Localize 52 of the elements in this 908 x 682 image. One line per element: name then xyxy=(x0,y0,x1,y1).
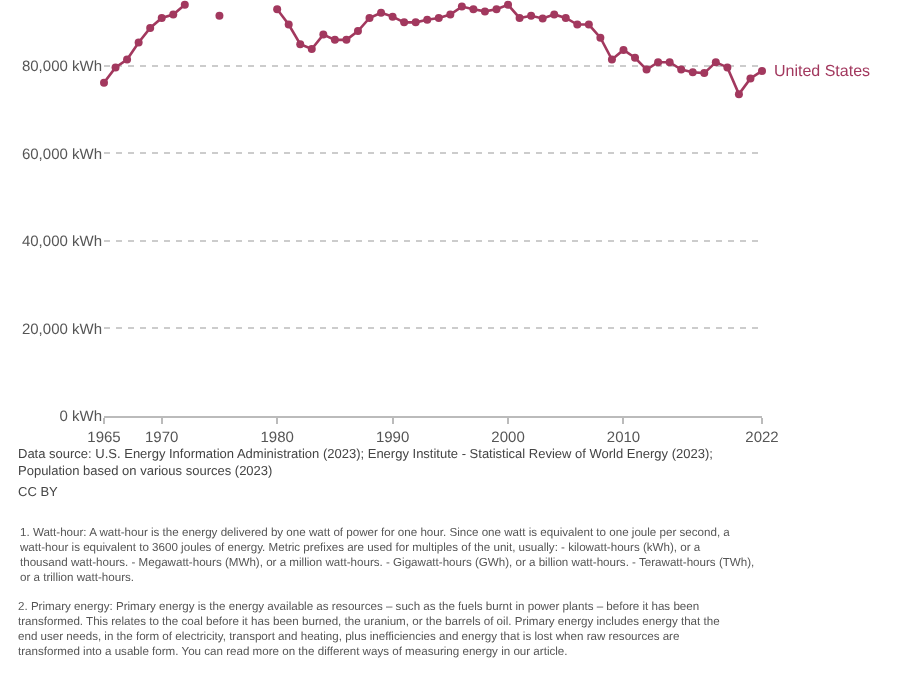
point xyxy=(411,18,420,27)
point xyxy=(284,20,293,29)
point xyxy=(296,40,305,49)
point xyxy=(400,18,409,27)
point xyxy=(619,45,628,54)
point xyxy=(607,55,616,64)
point xyxy=(273,5,282,14)
point xyxy=(157,13,166,22)
point xyxy=(573,20,582,29)
point xyxy=(654,58,663,67)
point xyxy=(388,12,397,21)
point xyxy=(100,78,108,87)
point xyxy=(631,53,640,62)
point xyxy=(665,58,674,67)
point xyxy=(330,35,339,44)
point xyxy=(134,38,143,47)
point xyxy=(377,8,386,17)
point xyxy=(746,74,755,83)
point xyxy=(492,5,501,14)
point xyxy=(169,10,178,19)
point xyxy=(734,90,743,99)
point xyxy=(180,0,189,9)
point xyxy=(469,5,478,14)
series-label: United States xyxy=(774,62,871,80)
point xyxy=(538,14,547,23)
point xyxy=(700,69,709,78)
point xyxy=(319,30,328,39)
point xyxy=(342,35,351,44)
point xyxy=(711,58,720,67)
point xyxy=(365,13,374,22)
point xyxy=(561,13,570,22)
point xyxy=(515,13,524,22)
point xyxy=(677,65,686,74)
point xyxy=(758,66,766,75)
point xyxy=(123,55,132,64)
point xyxy=(527,11,536,20)
point xyxy=(446,10,455,19)
point xyxy=(504,0,513,9)
point xyxy=(596,33,605,42)
point xyxy=(307,45,316,54)
point xyxy=(723,63,732,72)
point xyxy=(353,27,362,36)
point xyxy=(688,68,697,77)
point xyxy=(111,63,120,72)
point xyxy=(480,7,489,16)
point xyxy=(642,65,651,74)
point xyxy=(434,13,443,22)
point xyxy=(146,24,155,33)
point xyxy=(584,20,593,29)
point xyxy=(457,2,466,11)
point xyxy=(423,15,432,24)
point xyxy=(550,10,559,19)
